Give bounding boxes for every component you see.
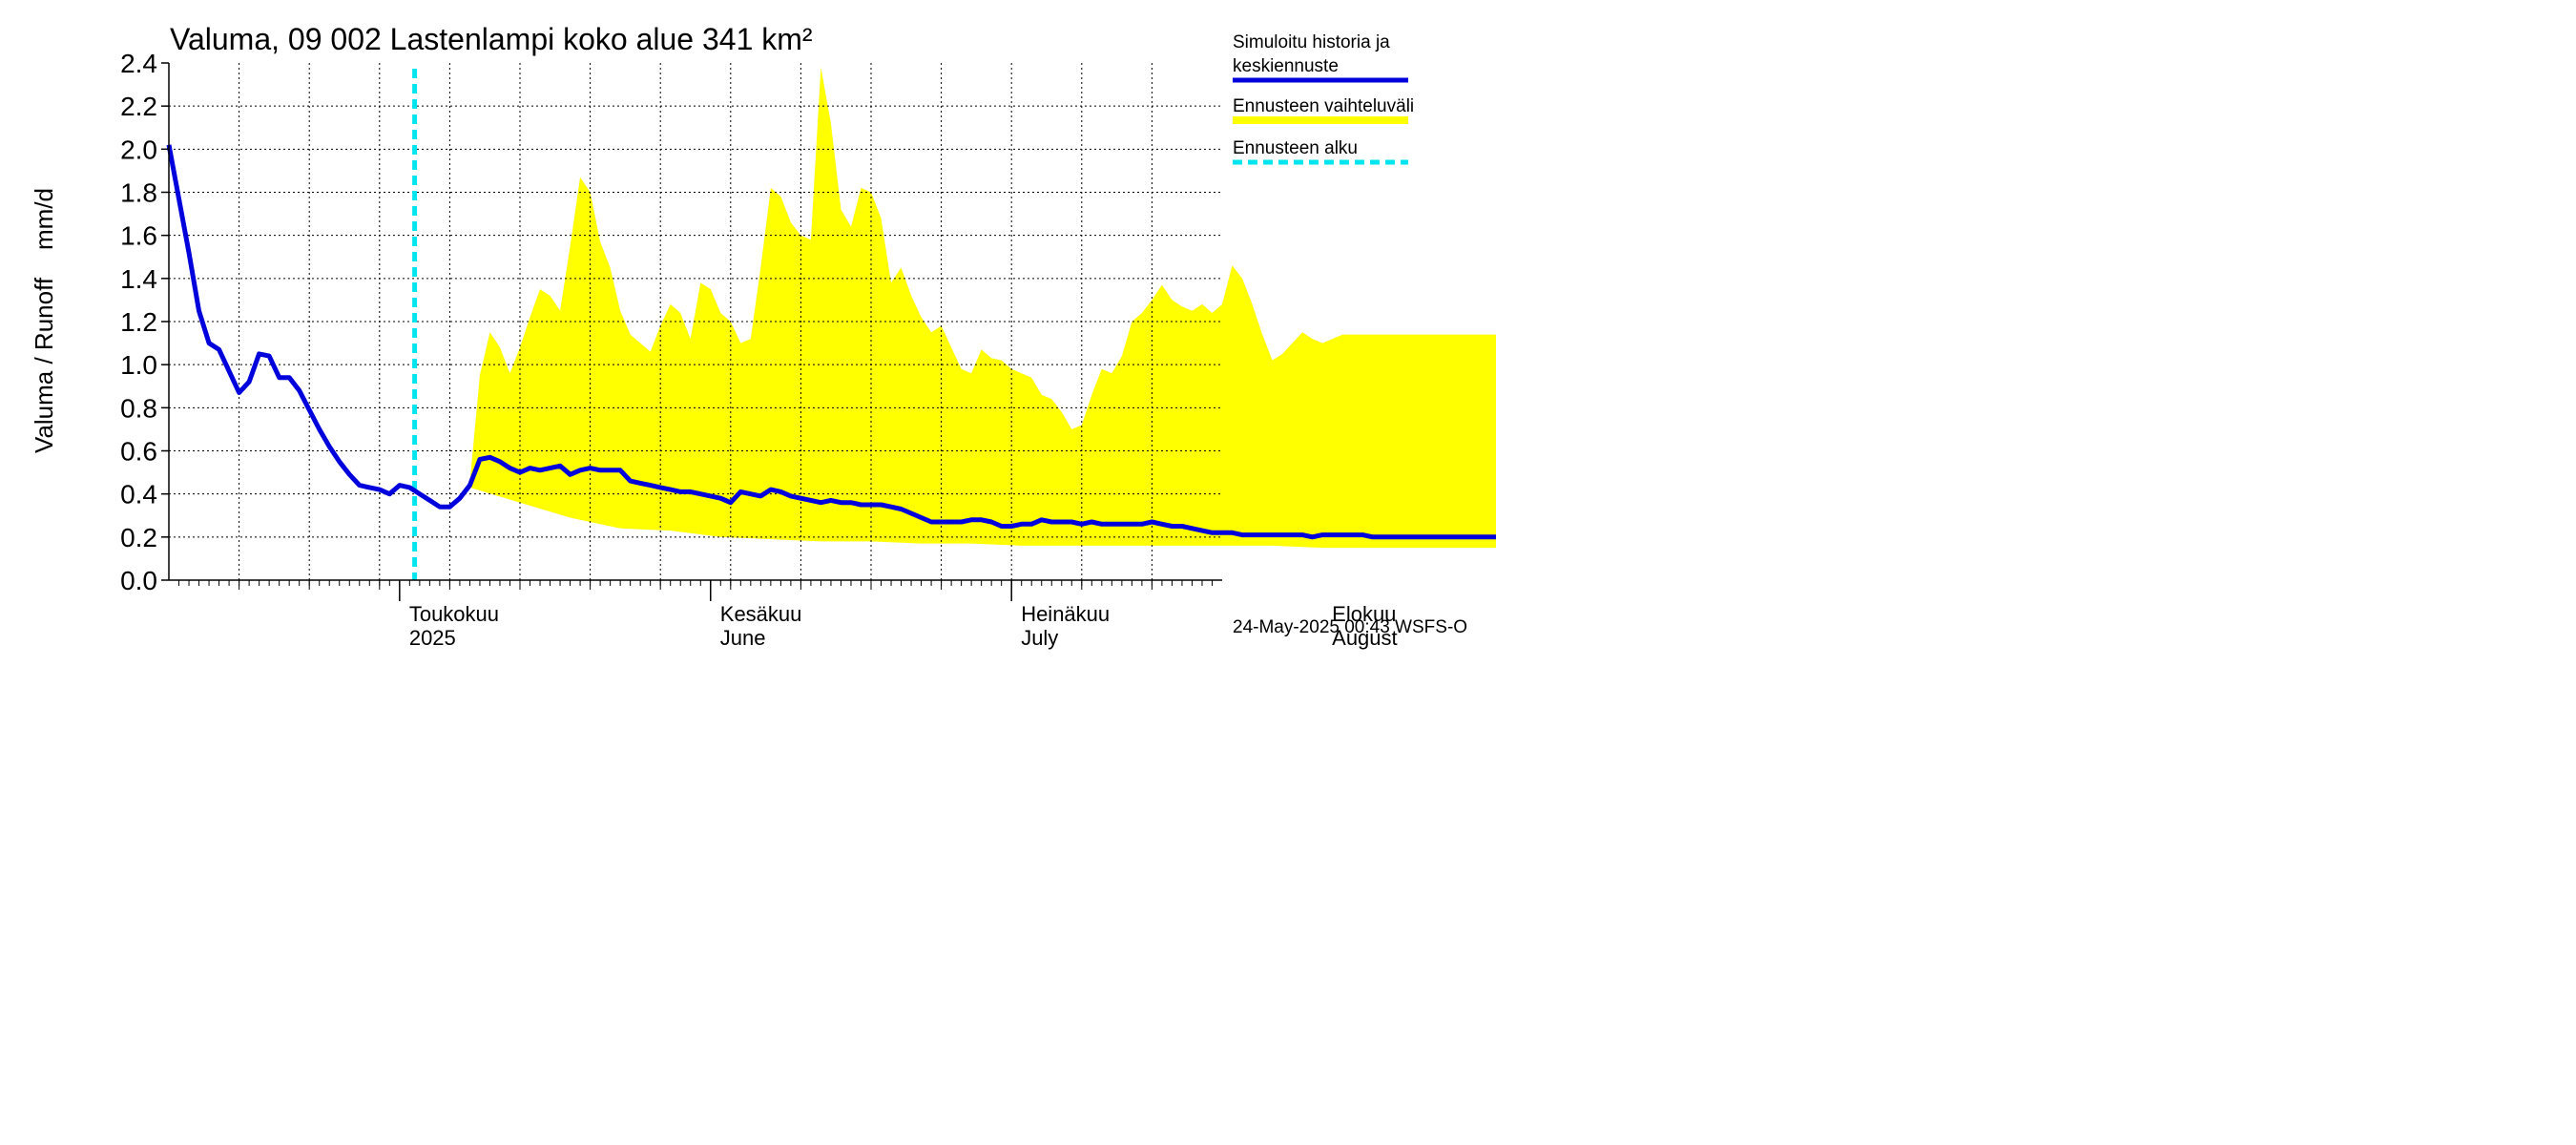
y-tick-label: 1.6 bbox=[120, 221, 157, 251]
legend-entry-simulated-label-line1: Simuloitu historia ja bbox=[1233, 32, 1390, 52]
legend-swatch-range bbox=[1233, 116, 1408, 124]
forecast-range-band-layer bbox=[469, 67, 1614, 549]
y-axis-label: Valuma / Runoff mm/d bbox=[30, 188, 58, 453]
x-month-label: Elokuu bbox=[1332, 602, 1396, 626]
chart-title: Valuma, 09 002 Lastenlampi koko alue 341… bbox=[170, 22, 813, 56]
series-simulated-mean-line bbox=[166, 144, 1614, 542]
y-tick-label: 1.0 bbox=[120, 350, 157, 380]
y-tick-label: 1.4 bbox=[120, 264, 157, 294]
y-tick-label: 0.6 bbox=[120, 437, 157, 467]
x-month-sublabel: June bbox=[720, 626, 766, 650]
y-tick-label: 2.2 bbox=[120, 92, 157, 121]
legend-entry-simulated-label-line2: keskiennuste bbox=[1233, 56, 1339, 76]
x-month-label: Heinäkuu bbox=[1021, 602, 1110, 626]
y-tick-label: 2.0 bbox=[120, 135, 157, 164]
y-tick-label: 0.0 bbox=[120, 566, 157, 595]
footer-timestamp: 24-May-2025 00:43 WSFS-O bbox=[1233, 617, 1467, 637]
y-tick-label: 0.8 bbox=[120, 393, 157, 423]
y-tick-label: 0.2 bbox=[120, 523, 157, 552]
forecast-range-band bbox=[469, 67, 1614, 549]
legend: Simuloitu historia ja keskiennuste Ennus… bbox=[1233, 32, 1414, 165]
series-line-layer bbox=[166, 69, 1614, 580]
x-month-label: Toukokuu bbox=[409, 602, 499, 626]
legend-entry-forecast-start-label: Ennusteen alku bbox=[1233, 138, 1358, 158]
x-month-label: Kesäkuu bbox=[720, 602, 802, 626]
x-month-sublabel: July bbox=[1021, 626, 1058, 650]
runoff-chart: 0.0 0.2 0.4 0.6 0.8 1.0 1.2 1.4 1.6 1.8 2.0 2.2 2.4 T… bbox=[0, 0, 1614, 664]
grid-layer bbox=[169, 63, 1222, 580]
x-month-sublabel: 2025 bbox=[409, 626, 456, 650]
y-tick-label: 2.4 bbox=[120, 49, 157, 78]
y-tick-label: 0.4 bbox=[120, 480, 157, 510]
x-month-sublabel: August bbox=[1332, 626, 1398, 650]
legend-entry-range-label: Ennusteen vaihteluväli bbox=[1233, 96, 1414, 116]
axes-layer: 0.0 0.2 0.4 0.6 0.8 1.0 1.2 1.4 1.6 1.8 2.0 2.2 2.4 T… bbox=[120, 49, 1398, 650]
chart-canvas: 0.0 0.2 0.4 0.6 0.8 1.0 1.2 1.4 1.6 1.8 2.0 2.2 2.4 T… bbox=[30, 22, 1614, 650]
y-tick-label: 1.2 bbox=[120, 307, 157, 337]
y-tick-label: 1.8 bbox=[120, 178, 157, 208]
